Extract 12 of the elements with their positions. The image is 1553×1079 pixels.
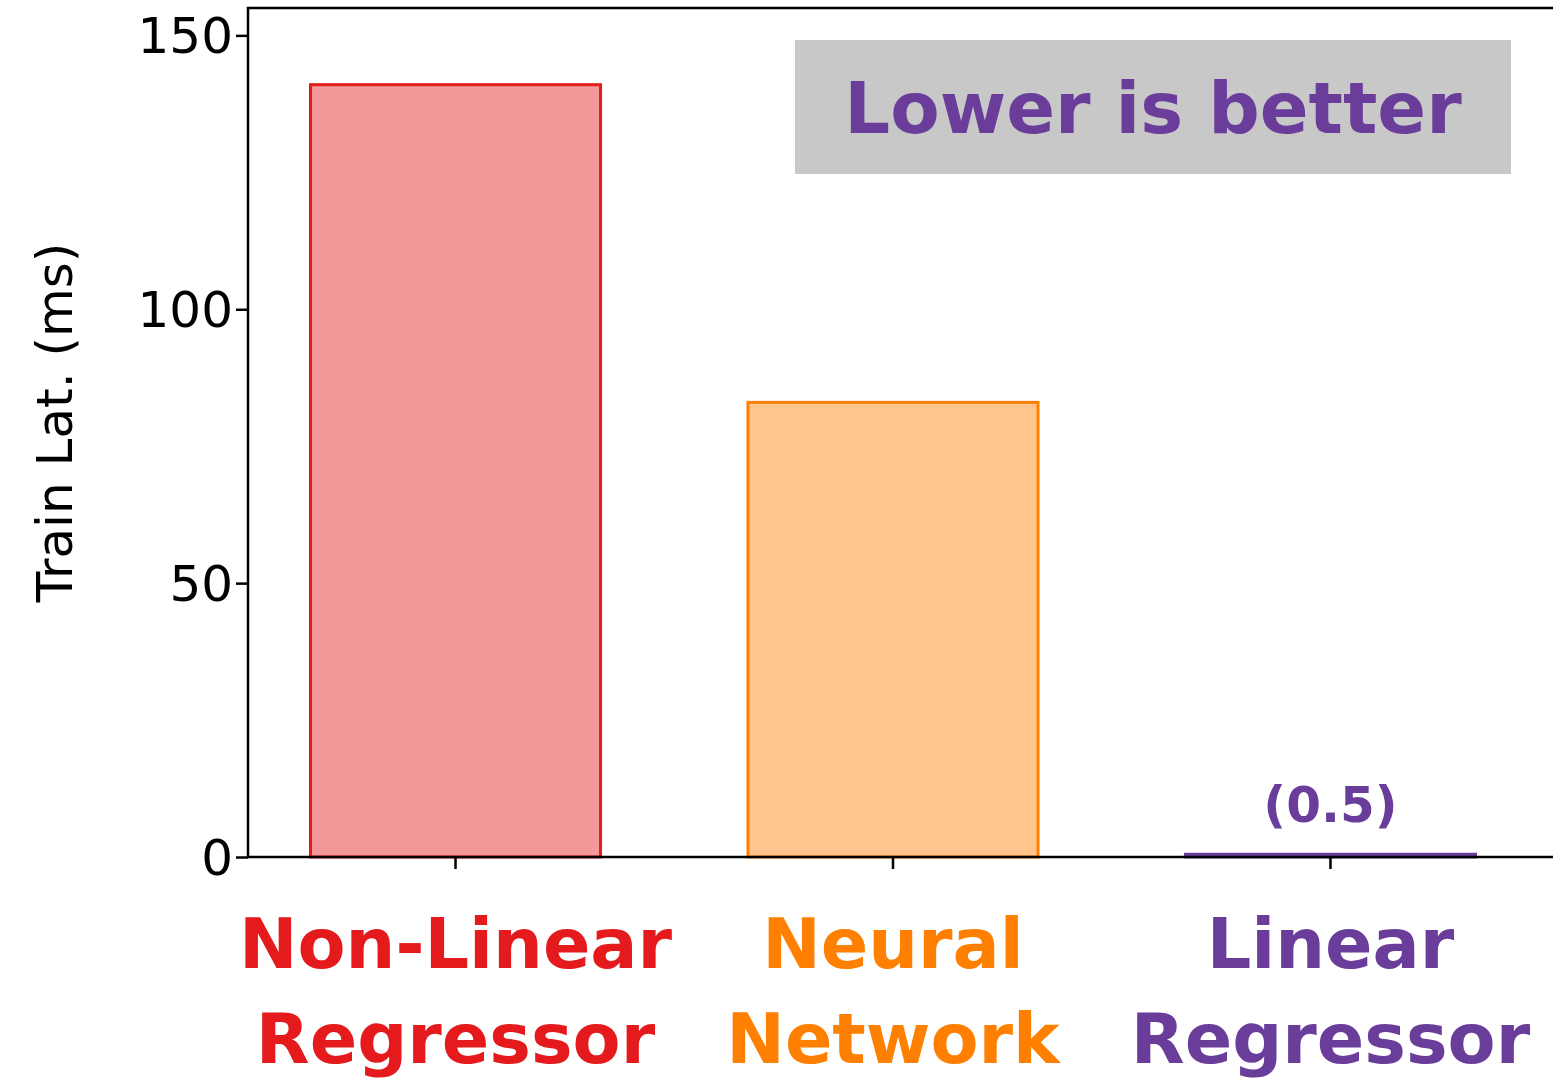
x-tick-label: Non-Linear Regressor <box>238 903 673 1079</box>
y-tick-label: 100 <box>137 281 233 340</box>
y-tick-label: 50 <box>169 555 233 614</box>
data-label: (0.5) <box>1263 776 1398 835</box>
x-tick-label: Linear Regressor <box>1130 903 1531 1079</box>
bar <box>746 400 1040 859</box>
y-axis-title: Train Lat. (ms) <box>26 242 84 604</box>
annotation: Lower is better <box>844 66 1463 150</box>
y-tick-label: 150 <box>137 7 233 66</box>
x-tick-label: Neural Network <box>726 903 1062 1079</box>
bar <box>309 83 603 859</box>
y-tick-label: 0 <box>201 829 233 887</box>
